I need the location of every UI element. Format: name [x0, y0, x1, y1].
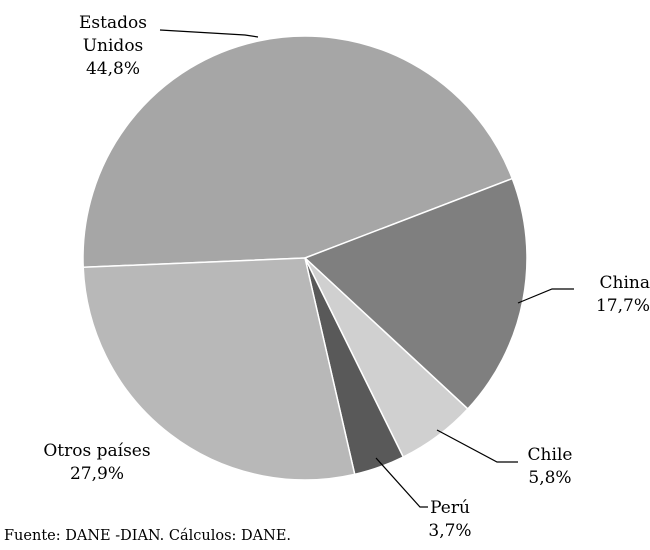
- category-label: Otros países: [43, 441, 151, 461]
- category-label: China: [599, 273, 650, 293]
- category-label: Chile: [527, 445, 573, 465]
- slice-label: Chile 5,8%: [512, 444, 588, 490]
- value-label: 17,7%: [595, 296, 650, 316]
- value-label: 27,9%: [69, 464, 124, 484]
- pie-slice: [303, 177, 528, 410]
- leader-line: [375, 457, 428, 508]
- slice-label: Otros países 27,9%: [12, 440, 182, 486]
- slice-label: Estados Unidos 44,8%: [58, 12, 168, 81]
- source-note: Fuente: DANE -DIAN. Cálculos: DANE.: [4, 528, 292, 544]
- leader-line: [436, 429, 518, 463]
- pie-slice: [82, 257, 356, 481]
- leader-line: [517, 288, 574, 304]
- slice-label: Perú 3,7%: [418, 497, 482, 543]
- value-label: 3,7%: [428, 521, 472, 541]
- value-label: 44,8%: [85, 59, 140, 79]
- pie-slice: [82, 35, 514, 269]
- leader-line: [159, 29, 259, 38]
- value-label: 5,8%: [528, 468, 572, 488]
- category-label: Perú: [430, 498, 470, 518]
- slice-label: China 17,7%: [568, 272, 650, 318]
- category-label: Estados Unidos: [79, 13, 147, 56]
